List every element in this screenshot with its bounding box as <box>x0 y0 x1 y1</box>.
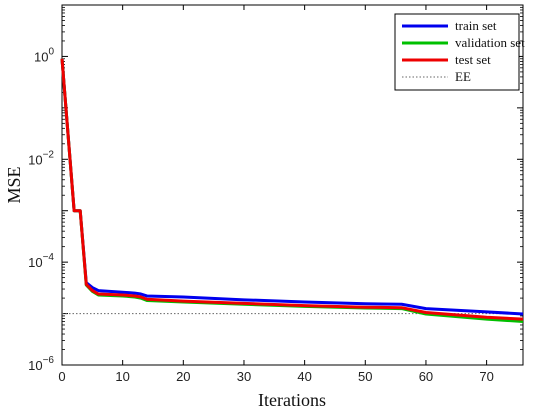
legend-label: validation set <box>455 35 525 50</box>
legend: train set validation set test set EE <box>394 13 525 91</box>
x-tick-label: 10 <box>115 369 129 384</box>
x-tick-label: 60 <box>419 369 433 384</box>
x-tick-label: 20 <box>176 369 190 384</box>
x-tick-label: 70 <box>479 369 493 384</box>
y-tick-exponent: −4 <box>43 252 55 263</box>
x-axis: 0 10 20 30 40 50 60 70 <box>58 5 494 384</box>
y-tick-exponent: 0 <box>48 46 54 57</box>
series-layer <box>60 58 524 324</box>
legend-label: train set <box>455 18 497 33</box>
y-tick-base: 10 <box>28 358 42 373</box>
x-tick-label: 40 <box>297 369 311 384</box>
y-tick-exponent: −6 <box>43 355 55 366</box>
y-tick-exponent: −2 <box>43 149 55 160</box>
y-tick-label: 10−4 <box>28 252 54 270</box>
legend-label: EE <box>455 69 471 84</box>
y-tick-base: 10 <box>28 255 42 270</box>
y-tick-label: 10−6 <box>28 355 54 373</box>
y-tick-base: 10 <box>28 152 42 167</box>
y-tick-label: 10−2 <box>28 149 54 167</box>
x-axis-title: Iterations <box>258 390 326 410</box>
x-tick-label: 0 <box>58 369 65 384</box>
x-tick-label: 50 <box>358 369 372 384</box>
legend-label: test set <box>455 52 491 67</box>
x-tick-label: 30 <box>237 369 251 384</box>
y-tick-label: 100 <box>34 46 54 64</box>
series-line-test-set <box>60 58 524 321</box>
y-axis-title: MSE <box>4 166 24 203</box>
y-tick-base: 10 <box>34 49 48 64</box>
